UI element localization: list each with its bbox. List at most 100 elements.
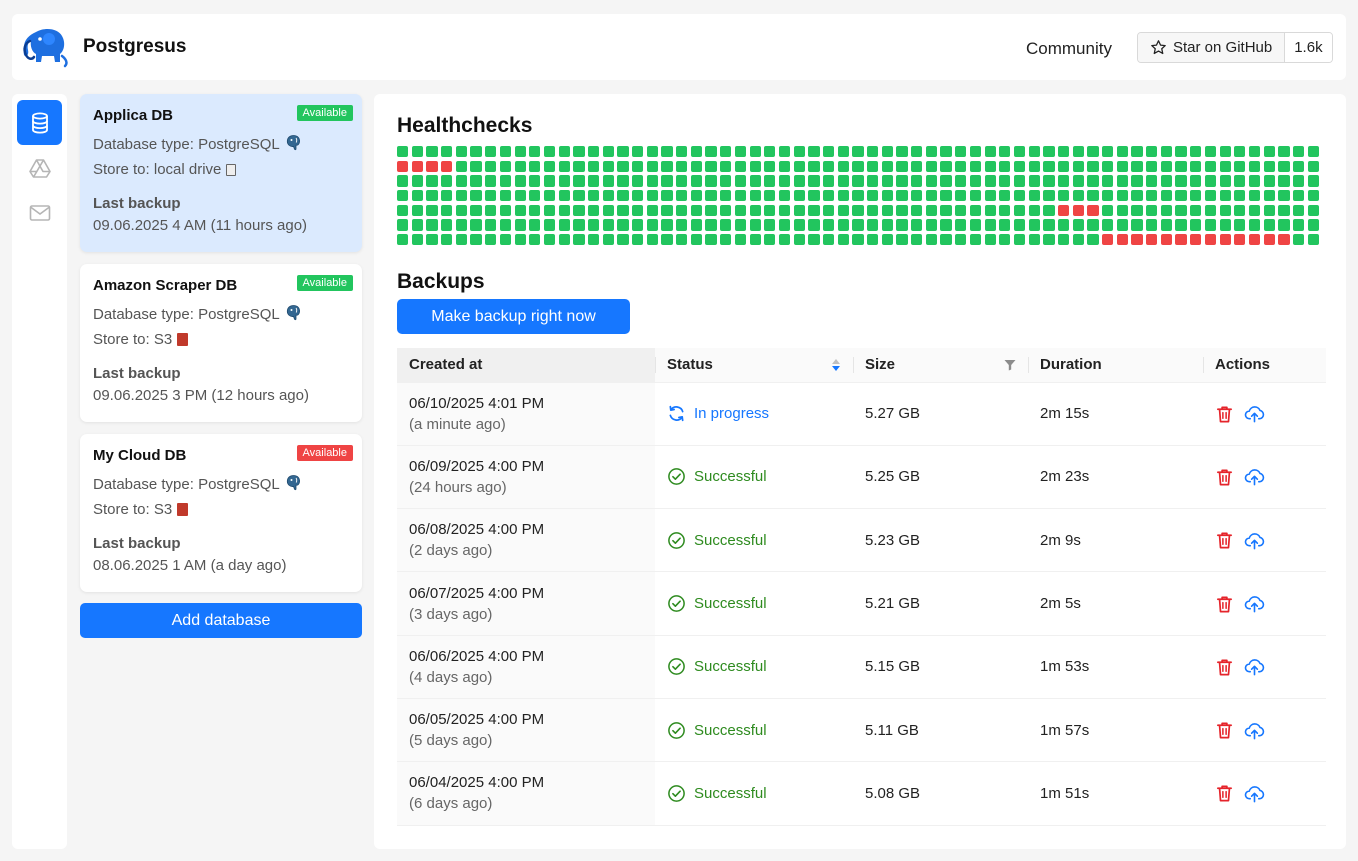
healthcheck-cell[interactable] [397,175,409,187]
healthcheck-cell[interactable] [543,146,556,158]
healthcheck-cell[interactable] [514,146,526,158]
healthcheck-cell[interactable] [411,204,423,217]
healthcheck-cell[interactable] [441,234,453,246]
healthcheck-cell[interactable] [896,234,908,246]
healthcheck-cell[interactable] [1292,234,1305,246]
cloud-upload-icon[interactable] [1244,784,1265,803]
healthcheck-cell[interactable] [955,234,967,246]
healthcheck-cell[interactable] [1013,160,1026,172]
healthcheck-cell[interactable] [999,175,1011,187]
healthcheck-cell[interactable] [955,219,967,231]
healthcheck-cell[interactable] [925,160,938,172]
healthcheck-cell[interactable] [441,175,453,187]
healthcheck-cell[interactable] [705,219,717,231]
healthcheck-cell[interactable] [617,234,629,246]
cloud-upload-icon[interactable] [1244,594,1265,613]
column-status[interactable]: Status [655,348,853,383]
healthcheck-cell[interactable] [955,160,967,172]
healthcheck-cell[interactable] [661,204,673,217]
healthcheck-cell[interactable] [734,175,747,187]
healthcheck-cell[interactable] [1160,175,1173,187]
healthcheck-cell[interactable] [543,160,556,172]
healthcheck-cell[interactable] [734,160,747,172]
healthcheck-cell[interactable] [940,146,952,158]
healthcheck-cell[interactable] [925,190,938,202]
healthcheck-cell[interactable] [1072,234,1084,246]
healthcheck-cell[interactable] [1175,190,1187,202]
healthcheck-cell[interactable] [1204,204,1217,217]
trash-icon[interactable] [1215,404,1234,424]
healthcheck-cell[interactable] [911,219,923,231]
healthcheck-cell[interactable] [573,190,585,202]
healthcheck-cell[interactable] [1175,219,1187,231]
healthcheck-cell[interactable] [867,234,879,246]
healthcheck-cell[interactable] [984,160,996,172]
healthcheck-cell[interactable] [1292,175,1305,187]
healthcheck-cell[interactable] [1175,146,1187,158]
healthcheck-cell[interactable] [1248,219,1261,231]
healthcheck-cell[interactable] [749,190,761,202]
healthcheck-cell[interactable] [646,234,658,246]
healthcheck-cell[interactable] [749,160,761,172]
healthcheck-cell[interactable] [661,175,673,187]
cloud-upload-icon[interactable] [1244,531,1265,550]
healthcheck-cell[interactable] [529,204,541,217]
healthcheck-cell[interactable] [1219,234,1231,246]
healthcheck-cell[interactable] [676,146,688,158]
healthcheck-cell[interactable] [911,190,923,202]
healthcheck-cell[interactable] [837,219,849,231]
healthcheck-cell[interactable] [969,219,982,231]
healthcheck-cell[interactable] [485,146,497,158]
healthcheck-cell[interactable] [1087,219,1099,231]
healthcheck-cell[interactable] [499,160,512,172]
healthcheck-cell[interactable] [602,175,614,187]
healthcheck-cell[interactable] [1307,175,1319,187]
healthcheck-cell[interactable] [602,219,614,231]
healthcheck-cell[interactable] [529,190,541,202]
healthcheck-cell[interactable] [1175,234,1187,246]
healthcheck-cell[interactable] [720,204,732,217]
healthcheck-cell[interactable] [617,190,629,202]
healthcheck-cell[interactable] [397,146,409,158]
healthcheck-cell[interactable] [1116,160,1128,172]
healthcheck-cell[interactable] [1146,160,1158,172]
healthcheck-cell[interactable] [1263,234,1275,246]
healthcheck-cell[interactable] [1028,175,1040,187]
healthcheck-cell[interactable] [690,190,703,202]
healthcheck-cell[interactable] [587,204,600,217]
healthcheck-cell[interactable] [1307,190,1319,202]
healthcheck-cell[interactable] [1190,175,1202,187]
healthcheck-cell[interactable] [778,160,791,172]
healthcheck-cell[interactable] [397,160,409,172]
cloud-upload-icon[interactable] [1244,657,1265,676]
healthcheck-cell[interactable] [705,204,717,217]
healthcheck-cell[interactable] [529,175,541,187]
healthcheck-cell[interactable] [455,204,468,217]
healthcheck-cell[interactable] [441,219,453,231]
healthcheck-cell[interactable] [1146,204,1158,217]
trash-icon[interactable] [1215,657,1234,677]
healthcheck-cell[interactable] [397,219,409,231]
healthcheck-cell[interactable] [646,204,658,217]
healthcheck-cell[interactable] [911,146,923,158]
healthcheck-cell[interactable] [543,175,556,187]
healthcheck-cell[interactable] [896,190,908,202]
healthcheck-cell[interactable] [1190,234,1202,246]
healthcheck-cell[interactable] [867,204,879,217]
healthcheck-cell[interactable] [911,160,923,172]
healthcheck-cell[interactable] [470,160,482,172]
healthcheck-cell[interactable] [969,175,982,187]
healthcheck-cell[interactable] [690,146,703,158]
healthcheck-cell[interactable] [441,146,453,158]
healthcheck-cell[interactable] [1013,234,1026,246]
healthcheck-cell[interactable] [720,160,732,172]
healthcheck-cell[interactable] [852,175,864,187]
healthcheck-cell[interactable] [955,146,967,158]
healthcheck-cell[interactable] [485,160,497,172]
healthcheck-cell[interactable] [1131,219,1143,231]
healthcheck-cell[interactable] [1234,160,1246,172]
healthcheck-cell[interactable] [573,146,585,158]
healthcheck-cell[interactable] [646,175,658,187]
healthcheck-cell[interactable] [1087,160,1099,172]
healthcheck-cell[interactable] [485,234,497,246]
